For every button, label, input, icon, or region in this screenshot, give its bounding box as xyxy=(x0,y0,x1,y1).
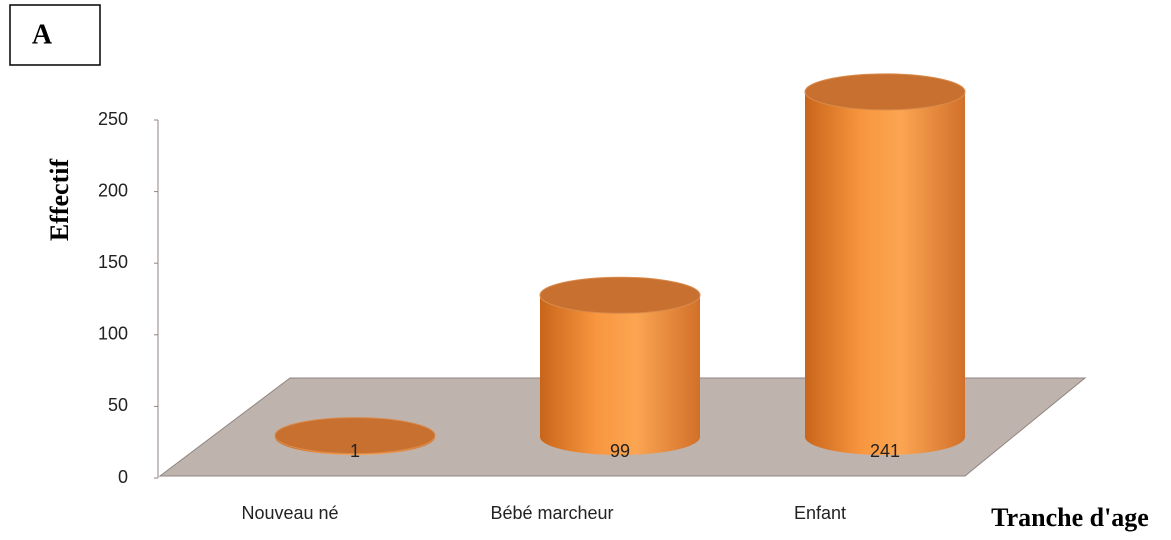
y-tick-label: 100 xyxy=(98,324,128,344)
bar-body xyxy=(540,295,700,455)
value-label: 241 xyxy=(870,441,900,461)
bar-top xyxy=(274,417,436,455)
panel-box xyxy=(9,4,101,66)
x-tick-label: Bébé marcheur xyxy=(490,503,613,523)
x-tick-label: Nouveau né xyxy=(241,503,338,523)
y-axis-title: Effectif xyxy=(45,159,74,242)
y-tick-label: 50 xyxy=(108,395,128,415)
y-tick-label: 150 xyxy=(98,252,128,272)
bar-top xyxy=(804,73,966,111)
bar xyxy=(274,417,436,455)
x-axis-title: Tranche d'age xyxy=(991,503,1149,532)
y-tick-label: 250 xyxy=(98,109,128,129)
y-tick-label: 200 xyxy=(98,180,128,200)
bar-top xyxy=(539,276,701,314)
value-label: 99 xyxy=(610,441,630,461)
bar-body xyxy=(805,91,965,455)
bar xyxy=(804,73,966,455)
x-tick-label: Enfant xyxy=(794,503,846,523)
value-label: 1 xyxy=(350,441,360,461)
panel-label: A xyxy=(32,19,53,50)
y-tick-label: 0 xyxy=(118,467,128,487)
bar xyxy=(539,276,701,455)
